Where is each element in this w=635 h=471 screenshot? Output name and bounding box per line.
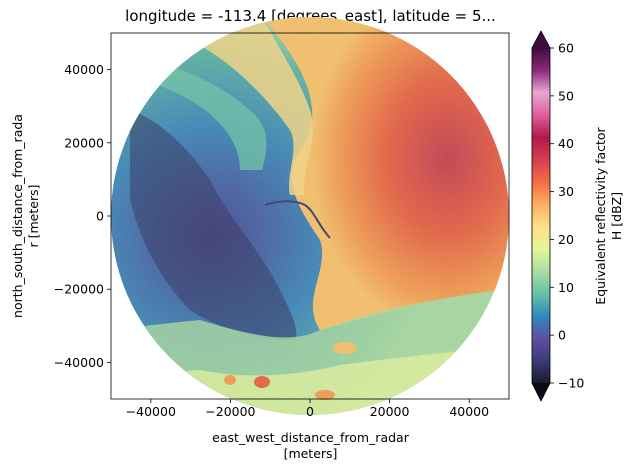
colorbar-tick-label: 20 (558, 232, 574, 247)
colorbar-label-line2: H [dBZ] (609, 192, 624, 240)
colorbar-ticks: 60 50 40 30 20 10 0 −10 (550, 41, 584, 391)
y-tick-label: −40000 (54, 355, 104, 370)
colorbar-tick-label: 30 (558, 184, 574, 199)
chart-title: longitude = -113.4 [degrees_east], latit… (125, 7, 496, 26)
colorbar-gradient (532, 48, 550, 383)
colorbar: 60 50 40 30 20 10 0 −10 (531, 30, 584, 402)
colorbar-tick-label: 50 (558, 88, 574, 103)
x-axis-label: east_west_distance_from_radar (212, 430, 410, 445)
y-axis: 40000 20000 0 −20000 −40000 (54, 62, 111, 370)
colorbar-extend-bottom (532, 383, 550, 401)
colorbar-tick-label: 40 (558, 136, 574, 151)
noise-overlay (111, 17, 509, 415)
x-axis: −40000 −20000 0 20000 40000 (126, 399, 489, 419)
x-tick-label: 20000 (370, 404, 410, 419)
plot-area (110, 17, 510, 415)
x-tick-label: 0 (306, 404, 314, 419)
colorbar-tick-label: −10 (558, 376, 584, 391)
colorbar-tick-label: 0 (558, 328, 566, 343)
y-tick-label: 40000 (64, 62, 104, 77)
colorbar-extend-top (532, 31, 550, 48)
colorbar-tick-label: 10 (558, 280, 574, 295)
y-axis-label: north_south_distance_from_rada (10, 114, 25, 318)
x-tick-label: 40000 (449, 404, 489, 419)
radar-disk (111, 17, 509, 415)
y-tick-label: 0 (96, 209, 104, 224)
y-tick-label: −20000 (54, 282, 104, 297)
x-tick-label: −20000 (205, 404, 255, 419)
y-tick-label: 20000 (64, 135, 104, 150)
x-axis-units: [meters] (284, 446, 338, 461)
colorbar-tick-label: 60 (558, 41, 574, 56)
x-tick-label: −40000 (126, 404, 176, 419)
colorbar-label-line1: Equivalent reflectivity factor (593, 126, 608, 304)
y-axis-units: r [meters] (26, 185, 41, 248)
